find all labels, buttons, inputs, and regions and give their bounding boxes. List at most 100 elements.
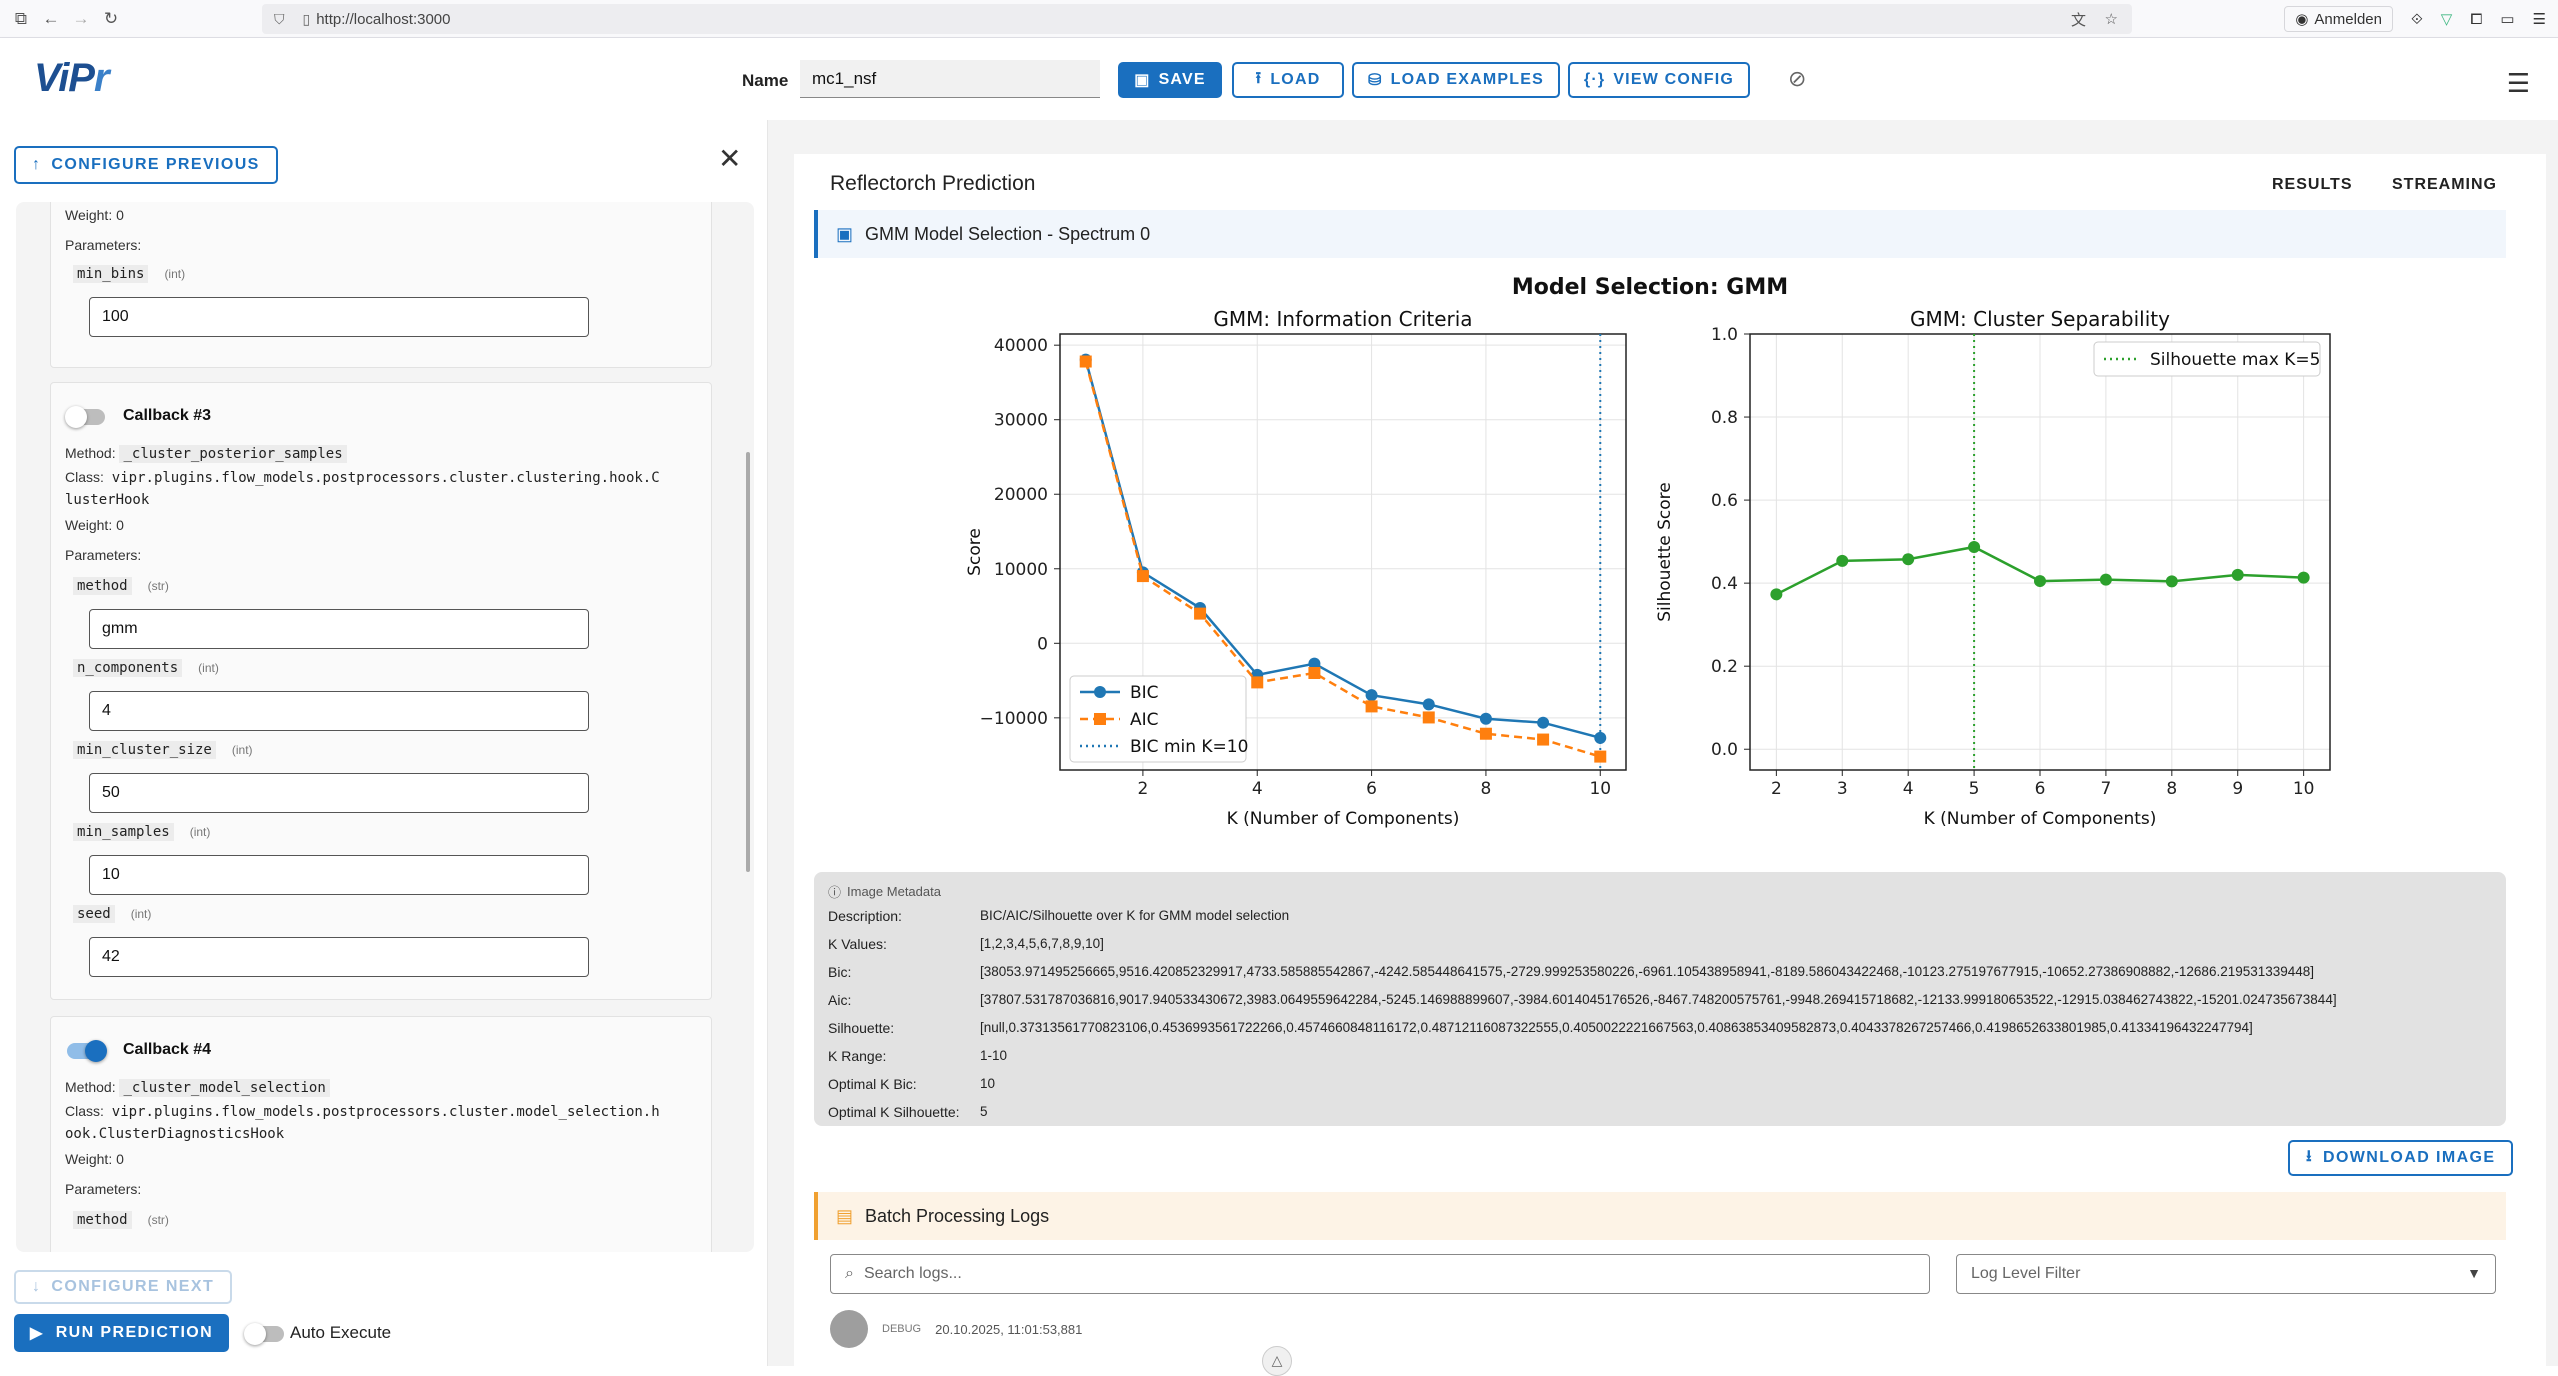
- image-icon: ▣: [836, 223, 854, 244]
- auto-execute-toggle[interactable]: [244, 1323, 284, 1345]
- metadata-heading-label: Image Metadata: [847, 884, 941, 899]
- extension-icon[interactable]: ⟐: [2410, 10, 2423, 28]
- x-tick-label: 10: [1589, 779, 1611, 799]
- min-cluster-size-field[interactable]: 50: [89, 773, 589, 813]
- sign-in-button[interactable]: ◉ Anmelden: [2284, 6, 2393, 32]
- x-tick-label: 5: [1969, 779, 1980, 799]
- save-button[interactable]: ▣ SAVE: [1118, 62, 1222, 98]
- seed-field[interactable]: 42: [89, 937, 589, 977]
- tab-streaming[interactable]: STREAMING: [2392, 176, 2497, 193]
- weight-value: 0: [116, 517, 124, 533]
- log-search-input[interactable]: ⌕ Search logs...: [830, 1254, 1930, 1294]
- extensions-puzzle-icon[interactable]: ⧠: [2470, 10, 2483, 28]
- callback-4-toggle[interactable]: [67, 1040, 107, 1062]
- sidebar-icon[interactable]: ▭: [2500, 11, 2515, 28]
- data-point: [1968, 540, 1981, 553]
- x-tick-label: 8: [2166, 779, 2177, 799]
- method-field[interactable]: gmm: [89, 609, 589, 649]
- name-input[interactable]: [800, 60, 1100, 98]
- data-point: [1079, 355, 1092, 368]
- callback-3-toggle[interactable]: [65, 406, 105, 428]
- param-name-row: seed (int): [73, 905, 151, 923]
- weight-row: Weight: 0: [65, 517, 124, 533]
- browser-toolbar: ⧉ ← → ↻ ⛉ ▯ http://localhost:3000 文 ☆ ◉ …: [0, 0, 2558, 38]
- main-area: Reflectorch Prediction RESULTS STREAMING…: [768, 120, 2558, 1366]
- vue-devtools-icon[interactable]: ▽: [2440, 11, 2453, 28]
- min-bins-field[interactable]: 100: [89, 297, 589, 337]
- hamburger-menu-icon[interactable]: ☰: [2506, 68, 2530, 98]
- x-tick-label: 9: [2232, 779, 2243, 799]
- weight-label: Weight:: [65, 1151, 113, 1167]
- data-point: [1365, 689, 1378, 702]
- parameters-label: Parameters:: [65, 1181, 142, 1197]
- metadata-row: Description: BIC/AIC/Silhouette over K fo…: [828, 908, 2498, 924]
- figure-header-title: GMM Model Selection - Spectrum 0: [865, 223, 1151, 244]
- tab-results[interactable]: RESULTS: [2272, 176, 2353, 193]
- data-point: [1308, 666, 1321, 679]
- arrow-up-icon: ↑: [32, 156, 42, 173]
- method-label: Method:: [65, 1079, 116, 1095]
- browser-menu-icon[interactable]: ☰: [2532, 11, 2546, 28]
- connection-off-icon[interactable]: ⊘: [1788, 66, 1807, 91]
- callback-3-title: Callback #3: [123, 407, 212, 424]
- y-tick-label: 0.6: [1711, 491, 1738, 511]
- param-name: method: [73, 577, 132, 595]
- legend-box: [2093, 341, 2321, 377]
- metadata-row: Optimal K Bic: 10: [828, 1076, 2498, 1092]
- weight-value: 0: [116, 1151, 124, 1167]
- callback-4-title: Callback #4: [123, 1041, 212, 1058]
- x-tick-label: 6: [1366, 779, 1377, 799]
- name-label: Name: [742, 71, 789, 90]
- data-point: [1537, 716, 1550, 729]
- param-type: (int): [231, 743, 253, 757]
- data-point: [2034, 575, 2046, 588]
- close-icon[interactable]: ✕: [718, 143, 742, 174]
- metadata-key: Silhouette:: [828, 1020, 895, 1036]
- callbacks-scroll-area[interactable]: Weight: 0 Parameters: min_bins (int) 100 …: [16, 202, 754, 1252]
- load-button[interactable]: ⭱ LOAD: [1232, 62, 1344, 98]
- address-bar[interactable]: ⛉ ▯ http://localhost:3000 文 ☆: [262, 4, 2132, 34]
- chart-title: GMM: Information Criteria: [1213, 307, 1472, 331]
- class-value-line2-wrap: lusterHook: [65, 491, 149, 508]
- translate-icon[interactable]: 文: [2070, 11, 2086, 29]
- logs-header: ▤ Batch Processing Logs: [814, 1192, 2506, 1240]
- x-tick-label: 4: [1252, 779, 1263, 799]
- load-examples-button[interactable]: ⛁ LOAD EXAMPLES: [1352, 62, 1560, 98]
- view-config-button[interactable]: {·} VIEW CONFIG: [1568, 62, 1750, 98]
- callback-card-2: Weight: 0 Parameters: min_bins (int) 100: [50, 202, 712, 368]
- metadata-row: Optimal K Silhouette: 5: [828, 1104, 2498, 1120]
- x-tick-label: 10: [2293, 779, 2315, 799]
- image-metadata: ⓘ Image Metadata Description: BIC/AIC/Sil…: [814, 872, 2506, 1126]
- metadata-row: K Range: 1-10: [828, 1048, 2498, 1064]
- scrollbar[interactable]: [746, 452, 750, 872]
- figure-header: ▣ GMM Model Selection - Spectrum 0: [814, 210, 2506, 258]
- bookmark-star-icon[interactable]: ☆: [2104, 11, 2118, 28]
- run-prediction-button[interactable]: ▶ RUN PREDICTION: [14, 1314, 230, 1352]
- back-icon[interactable]: ←: [42, 8, 60, 28]
- y-tick-label: 1.0: [1711, 325, 1738, 345]
- data-point: [1194, 607, 1207, 620]
- configure-next-button[interactable]: ↓ CONFIGURE NEXT: [14, 1270, 233, 1304]
- config-panel: ↑ CONFIGURE PREVIOUS ✕ Weight: 0 Paramet…: [0, 120, 768, 1366]
- load-label: LOAD: [1270, 71, 1321, 88]
- expand-up-icon[interactable]: △: [1262, 1346, 1292, 1376]
- param-name: n_components: [73, 659, 183, 677]
- log-level-filter[interactable]: Log Level Filter ▼: [1956, 1254, 2496, 1294]
- method-row: Method: _cluster_model_selection: [65, 1079, 330, 1097]
- x-tick-label: 4: [1903, 779, 1914, 799]
- log-level-filter-label: Log Level Filter: [1971, 1265, 2081, 1282]
- y-axis-label: Score: [965, 528, 985, 576]
- n-components-field[interactable]: 4: [89, 691, 589, 731]
- reload-icon[interactable]: ↻: [103, 8, 119, 28]
- configure-previous-button[interactable]: ↑ CONFIGURE PREVIOUS: [14, 146, 278, 184]
- param-name-row: method (str): [73, 1211, 169, 1229]
- plot-frame: [1749, 333, 2331, 771]
- forward-icon[interactable]: →: [72, 8, 90, 28]
- account-icon: ◉: [2295, 11, 2309, 28]
- tabs-icon[interactable]: ⧉: [14, 8, 28, 28]
- class-value-line2: ook.ClusterDiagnosticsHook: [65, 1126, 285, 1142]
- min-samples-field[interactable]: 10: [89, 855, 589, 895]
- download-image-button[interactable]: ⭳ DOWNLOAD IMAGE: [2288, 1140, 2514, 1176]
- log-entry: DEBUG 20.10.2025, 11:01:53,881: [830, 1310, 1082, 1348]
- x-tick-label: 2: [1137, 779, 1148, 799]
